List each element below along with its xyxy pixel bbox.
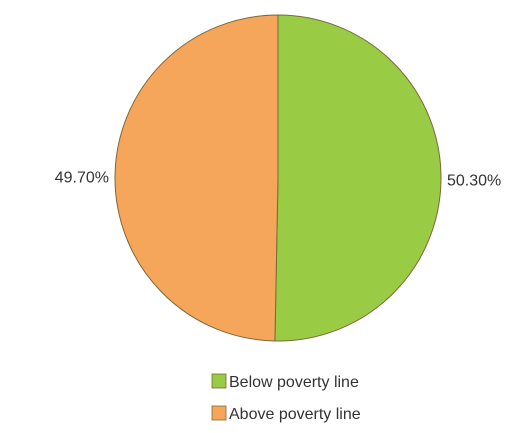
slice-value-label: 50.30% <box>447 173 501 190</box>
legend-label: Above poverty line <box>229 406 361 423</box>
legend-swatch <box>211 373 227 389</box>
pie-slice-below-poverty-line <box>274 14 442 342</box>
legend-item: Below poverty line <box>211 373 359 391</box>
legend: Below poverty line Above poverty line <box>211 373 361 423</box>
pie-slice-above-poverty-line <box>114 14 279 342</box>
slice-labels: 50.30% 49.70% <box>55 169 502 189</box>
pie-slices <box>114 14 442 342</box>
legend-label: Below poverty line <box>229 374 359 391</box>
slice-value-label: 49.70% <box>55 169 109 186</box>
legend-item: Above poverty line <box>211 405 361 423</box>
legend-swatch <box>211 405 227 421</box>
